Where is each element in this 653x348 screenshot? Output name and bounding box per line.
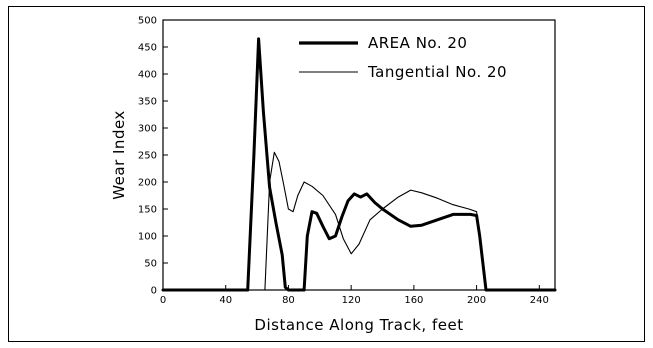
series-line-tangential [162, 151, 556, 291]
x-tick-label: 40 [219, 295, 232, 306]
x-tick-label: 80 [282, 295, 295, 306]
y-tick-label: 500 [138, 16, 157, 27]
y-tick-label: 400 [138, 70, 157, 81]
y-axis-title: Wear Index [110, 110, 128, 200]
y-tick-label: 300 [138, 124, 157, 135]
x-tick-label: 120 [342, 295, 361, 306]
x-tick-label: 240 [530, 295, 549, 306]
x-tick-label: 0 [160, 295, 166, 306]
plot-area [162, 19, 556, 291]
y-tick-label: 0 [151, 286, 157, 297]
legend-label: AREA No. 20 [368, 34, 467, 52]
y-tick-label: 100 [138, 232, 157, 243]
y-tick-label: 450 [138, 43, 157, 54]
y-tick-label: 200 [138, 178, 157, 189]
x-tick-label: 200 [467, 295, 486, 306]
figure-frame [8, 6, 645, 342]
y-tick-label: 50 [144, 259, 157, 270]
x-tick-label: 160 [404, 295, 423, 306]
y-tick-label: 150 [138, 205, 157, 216]
x-axis-title: Distance Along Track, feet [254, 316, 463, 334]
y-tick-label: 250 [138, 151, 157, 162]
y-tick-label: 350 [138, 97, 157, 108]
legend-label: Tangential No. 20 [367, 63, 507, 81]
